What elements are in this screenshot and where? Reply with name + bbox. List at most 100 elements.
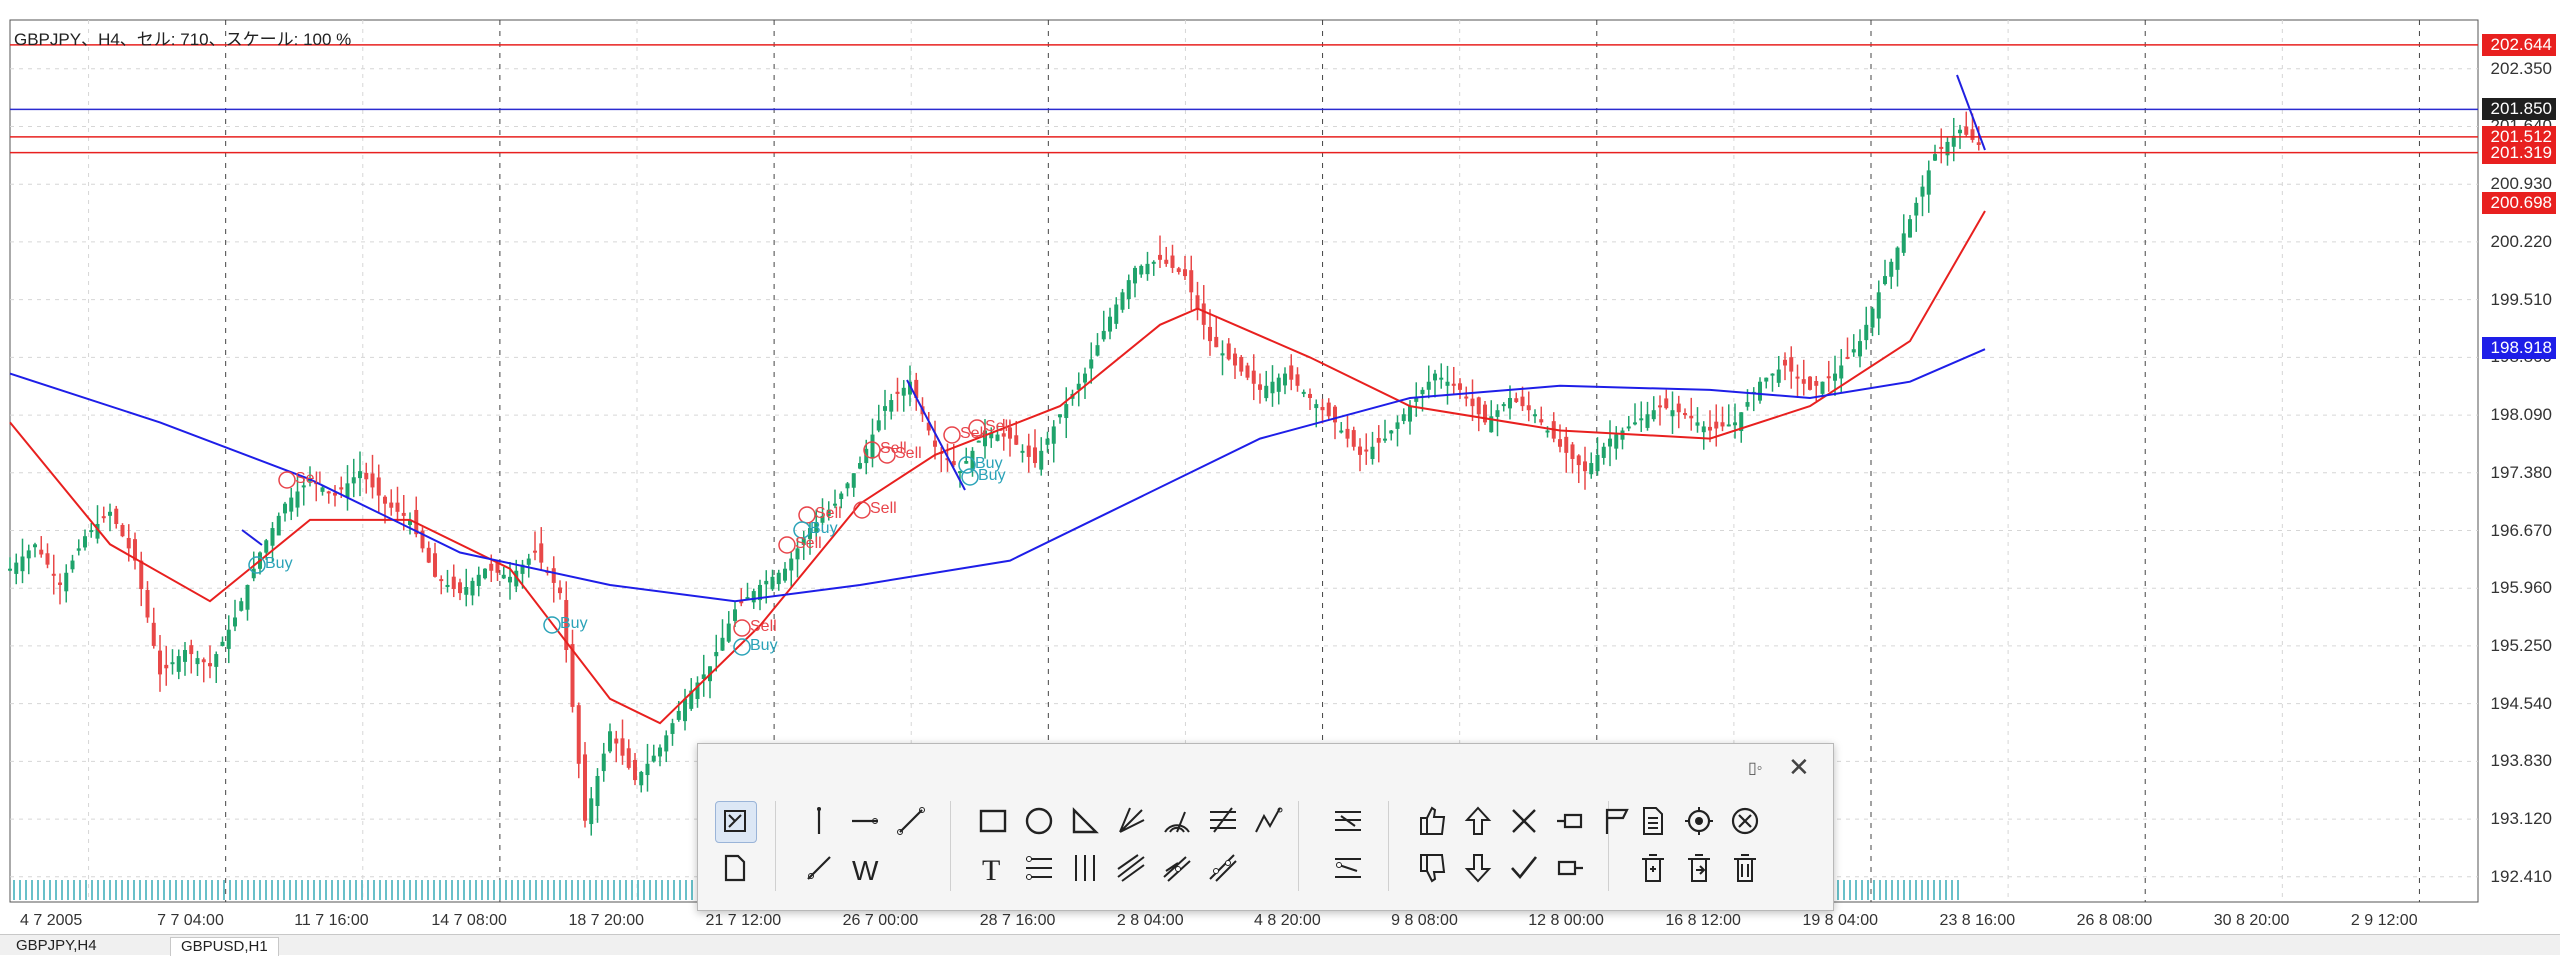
candle-body	[945, 458, 950, 461]
candle-body	[820, 515, 825, 523]
candle-body	[383, 496, 387, 504]
trend-line-icon[interactable]	[891, 801, 931, 841]
ellipse-icon[interactable]	[1019, 801, 1059, 841]
candle-body	[1076, 383, 1081, 390]
candle-body	[951, 461, 956, 466]
fibo-expansion-icon[interactable]	[1328, 801, 1368, 841]
candle-body	[1714, 421, 1719, 429]
trash-icon[interactable]	[1725, 848, 1765, 888]
candle-body	[1501, 404, 1506, 407]
rectangle-icon[interactable]	[973, 801, 1013, 841]
ray-line-icon[interactable]	[799, 848, 839, 888]
andrews-icon[interactable]	[1203, 848, 1243, 888]
check-icon[interactable]	[1504, 848, 1544, 888]
candle-body	[601, 753, 606, 772]
candle-body	[1558, 439, 1562, 447]
candle-body	[770, 576, 775, 590]
vertical-line-icon[interactable]	[799, 801, 839, 841]
buy-signal-marker	[733, 638, 751, 656]
candle-body	[58, 582, 62, 585]
y-tick-label: 195.960	[2490, 578, 2552, 598]
thumbs-up-icon[interactable]	[1412, 801, 1452, 841]
triangle-icon[interactable]	[1065, 801, 1105, 841]
candle-body	[658, 747, 662, 757]
candle-body	[1320, 407, 1325, 411]
candle-body	[1239, 356, 1244, 372]
candle-body	[733, 609, 737, 621]
candle-body	[689, 690, 694, 709]
candle-body	[1633, 422, 1637, 425]
y-tick-label: 198.090	[2490, 405, 2552, 425]
flag-icon[interactable]	[1596, 801, 1636, 841]
candle-body	[576, 705, 581, 764]
candle-body	[176, 656, 181, 672]
buy-signal-marker	[248, 556, 266, 574]
left-price-label-icon[interactable]	[1550, 848, 1590, 888]
target-icon[interactable]	[1679, 801, 1719, 841]
thumbs-down-icon[interactable]	[1412, 848, 1452, 888]
candle-body	[1101, 330, 1106, 340]
candle-body	[1108, 316, 1112, 332]
vertical-cycles-icon[interactable]	[1065, 848, 1105, 888]
candle-body	[1064, 404, 1069, 419]
candle-body	[39, 549, 44, 555]
tab-gbpjpy-h4[interactable]: GBPJPY,H4	[16, 937, 97, 954]
text-icon[interactable]: T	[973, 848, 1013, 888]
candle-body	[1595, 454, 1600, 472]
regression-icon[interactable]	[1157, 848, 1197, 888]
arc-icon[interactable]	[1157, 801, 1197, 841]
candle-body	[626, 748, 631, 768]
tab-gbpusd-h1[interactable]: GBPUSD,H1	[170, 937, 279, 956]
fan-icon[interactable]	[1111, 801, 1151, 841]
right-price-label-icon[interactable]	[1550, 801, 1590, 841]
export-icon[interactable]	[1679, 848, 1719, 888]
candle-body	[1845, 356, 1850, 359]
candle-body	[526, 558, 531, 565]
cross-icon[interactable]	[1504, 801, 1544, 841]
drag-handle-icon[interactable]: ▯◦	[1748, 760, 1763, 777]
horizontal-line-icon[interactable]	[845, 801, 885, 841]
channel-icon[interactable]	[1203, 801, 1243, 841]
x-tick-label: 26 7 00:00	[842, 912, 919, 929]
candle-body	[1664, 398, 1669, 409]
candle-body	[1339, 430, 1344, 433]
candle-body	[676, 710, 681, 720]
arrow-down-icon[interactable]	[1458, 848, 1498, 888]
y-tick-label: 195.250	[2490, 635, 2552, 655]
candle-body	[1514, 398, 1519, 403]
candle-body	[1864, 324, 1869, 341]
zigzag-icon[interactable]	[1249, 801, 1289, 841]
close-icon[interactable]: ✕	[1788, 752, 1810, 782]
candle-body	[501, 574, 506, 579]
price-tag: 200.698	[2482, 192, 2556, 215]
pitchfork-icon[interactable]	[1111, 848, 1151, 888]
fibo-lines-icon[interactable]	[1019, 848, 1059, 888]
candle-body	[551, 568, 556, 583]
delete-selected-icon[interactable]	[1725, 801, 1765, 841]
fibo-timezones-icon[interactable]	[1328, 848, 1368, 888]
candle-body	[1908, 219, 1912, 238]
candle-body	[1208, 326, 1212, 342]
new-page-icon[interactable]	[715, 848, 755, 888]
x-tick-label: 18 7 20:00	[568, 912, 645, 929]
candle-body	[983, 430, 987, 447]
candle-body	[295, 491, 300, 508]
x-tick-label: 4 7 2005	[20, 912, 83, 929]
edit-icon[interactable]	[1633, 848, 1673, 888]
arrow-up-icon[interactable]	[1458, 801, 1498, 841]
candle-body	[933, 440, 937, 447]
candle-body	[14, 562, 19, 574]
candle-body	[301, 485, 306, 488]
toolbar-header[interactable]: ▯◦ ✕	[698, 744, 1833, 789]
svg-text:W: W	[852, 855, 879, 885]
candle-body	[1489, 416, 1494, 433]
candle-body	[1945, 141, 1950, 156]
wave-w-icon[interactable]: W	[845, 848, 885, 888]
candle-body	[120, 525, 125, 537]
candle-body	[345, 483, 350, 498]
document-icon[interactable]	[1633, 801, 1673, 841]
candle-body	[1039, 450, 1044, 470]
crosshair-select-icon[interactable]	[715, 801, 757, 843]
candle-body	[339, 487, 344, 490]
candle-body	[358, 471, 362, 479]
